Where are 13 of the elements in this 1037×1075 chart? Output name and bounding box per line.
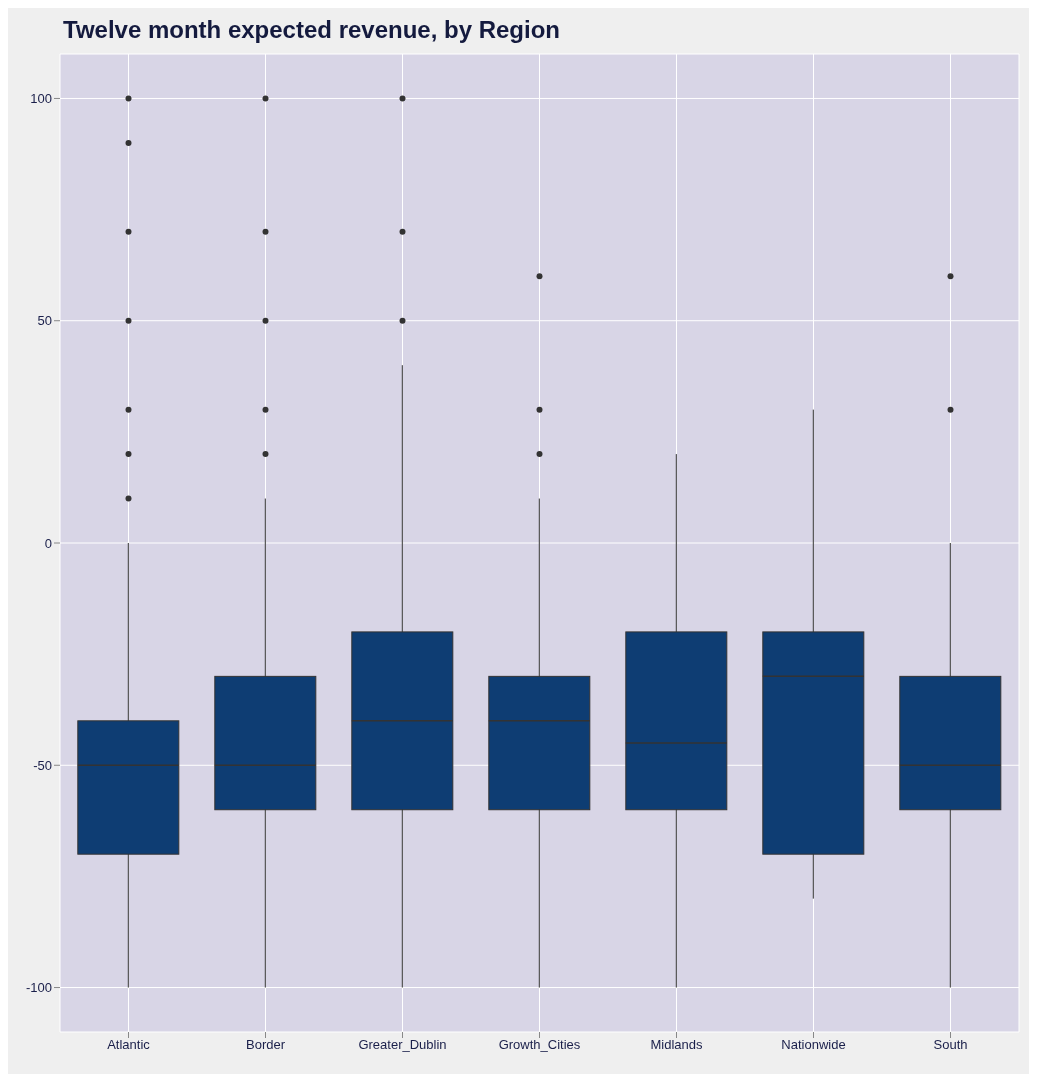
- y-tick-label: 50: [37, 313, 52, 329]
- y-tick-label: -50: [33, 757, 52, 773]
- y-tick-label: -100: [25, 980, 52, 996]
- x-tick-label: Greater_Dublin: [358, 1037, 447, 1053]
- x-tick-label: Border: [245, 1037, 286, 1053]
- chart-title: Twelve month expected revenue, by Region: [62, 15, 561, 45]
- x-tick-label: Nationwide: [781, 1037, 846, 1053]
- y-tick-label: 0: [44, 535, 52, 551]
- x-tick-label: South: [933, 1037, 968, 1053]
- x-tick-label: Atlantic: [107, 1037, 151, 1053]
- x-tick-label: Midlands: [650, 1037, 704, 1053]
- y-tick-label: 100: [30, 91, 52, 107]
- x-tick-label: Growth_Cities: [498, 1037, 581, 1053]
